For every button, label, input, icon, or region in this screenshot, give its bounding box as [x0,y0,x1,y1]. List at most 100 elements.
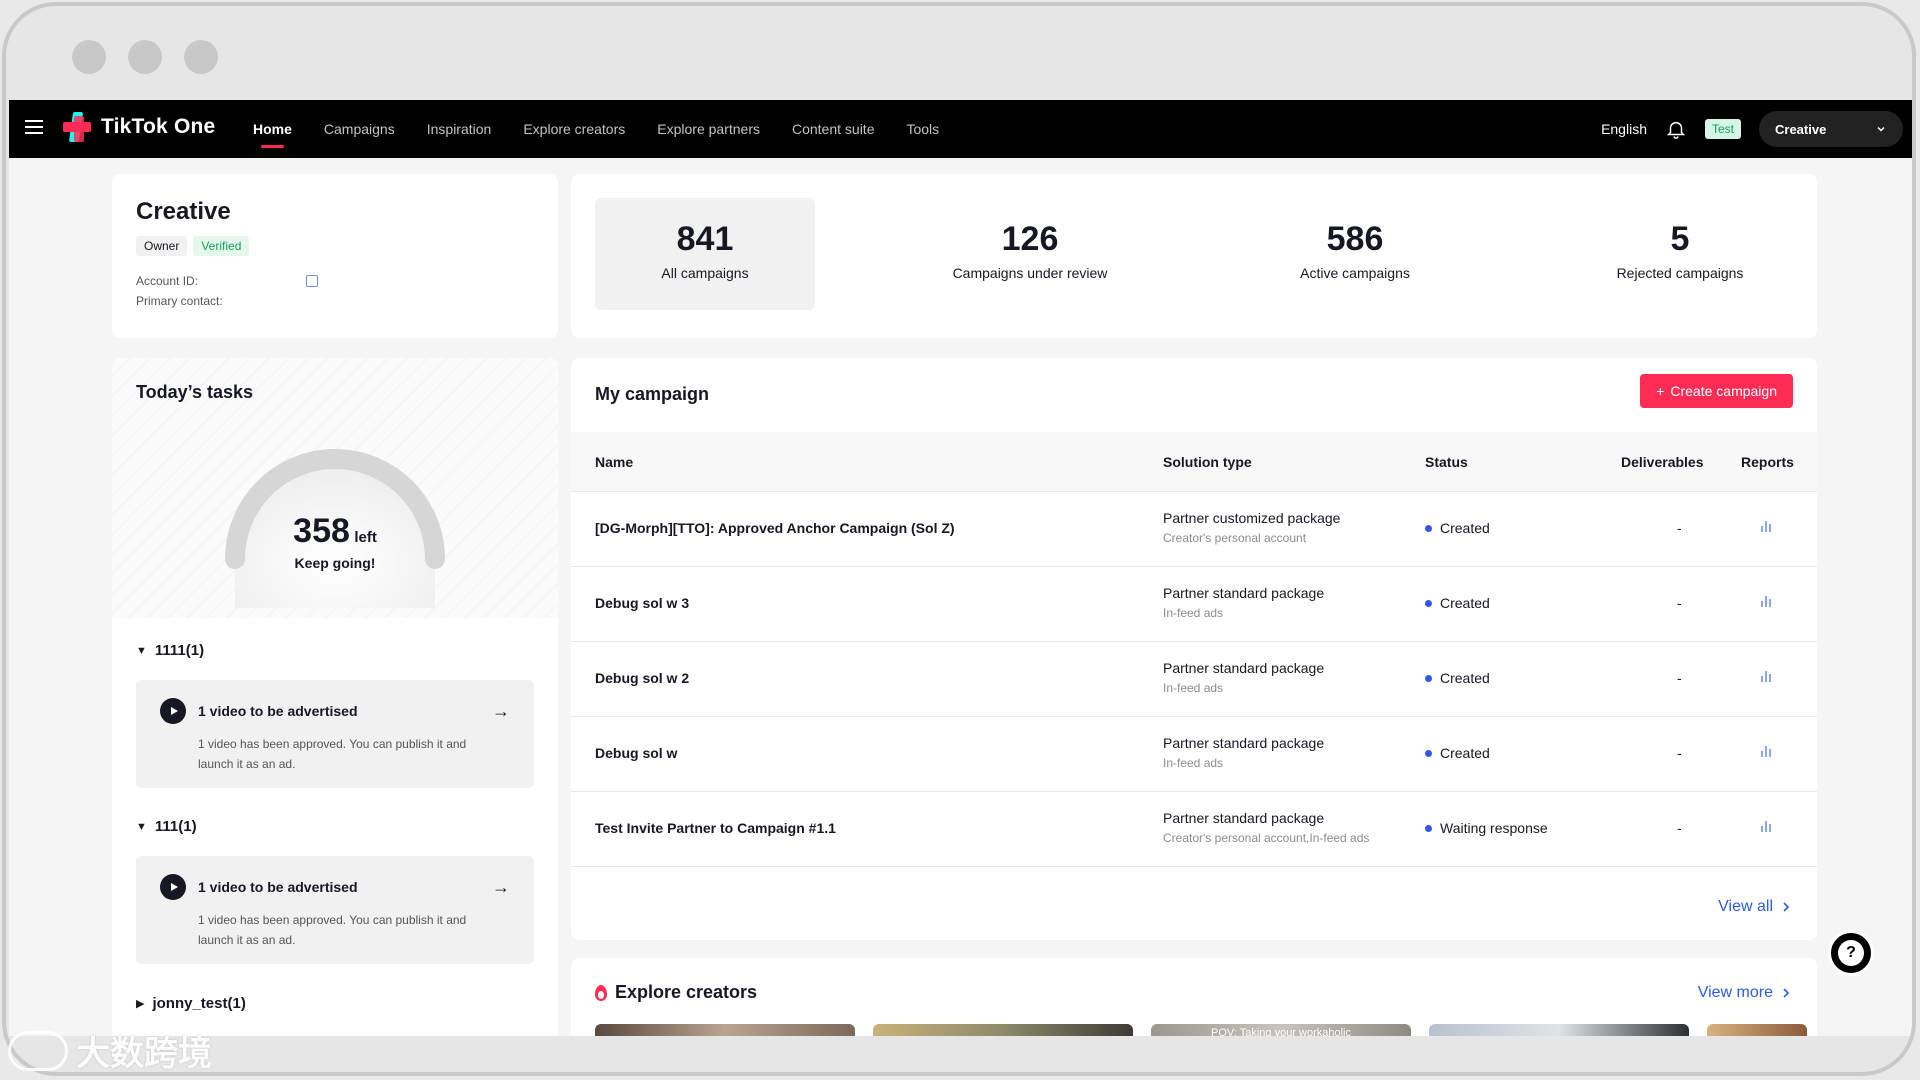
bar-chart-icon[interactable] [1761,595,1773,607]
window-dot[interactable] [128,40,162,74]
app-screen: TikTok One Home Campaigns Inspiration Ex… [9,100,1912,1036]
table-row[interactable]: Debug sol w Partner standard package In-f… [571,717,1817,792]
status-text: Created [1440,520,1490,536]
thumbnail-caption: POV: Taking your workaholic [1210,1027,1351,1036]
table-row[interactable]: Debug sol w 3 Partner standard package In… [571,567,1817,642]
campaign-name[interactable]: Debug sol w 2 [595,670,690,686]
create-campaign-label: Create campaign [1670,383,1777,399]
arrow-right-icon[interactable]: → [492,876,510,897]
nav-tools[interactable]: Tools [906,121,940,137]
task-group-toggle[interactable]: ▼ 1111(1) [136,642,204,659]
campaign-name[interactable]: Test Invite Partner to Campaign #1.1 [595,820,836,836]
bar-chart-icon[interactable] [1761,520,1773,532]
campaign-stats-card: 841 All campaigns 126 Campaigns under re… [571,174,1817,338]
solution-type: Partner customized package [1163,510,1341,526]
fire-icon [595,984,607,1001]
solution-type: Partner standard package [1163,585,1325,601]
task-description: 1 video has been approved. You can publi… [198,737,467,771]
task-group-toggle[interactable]: ▼ 111(1) [136,818,197,835]
creator-thumbnail[interactable] [1429,1024,1689,1036]
nav-campaigns[interactable]: Campaigns [323,121,395,137]
tasks-left-unit: left [354,529,377,546]
question-icon: ? [1838,940,1864,966]
creator-thumbnail[interactable] [595,1024,855,1036]
tiktok-logo-icon [61,110,95,144]
arrow-right-icon[interactable]: → [492,700,510,721]
stat-label: All campaigns [661,265,749,281]
status-text: Created [1440,595,1490,611]
campaign-name[interactable]: Debug sol w 3 [595,595,690,611]
task-group-name: jonny_test(1) [152,995,246,1012]
play-icon [160,874,186,900]
view-more-label: View more [1697,984,1773,1001]
view-all-link[interactable]: View all [1718,898,1791,916]
campaign-name[interactable]: Debug sol w [595,745,678,761]
task-title: 1 video to be advertised [198,703,358,719]
brand-logo[interactable]: TikTok One [61,110,215,144]
col-reports[interactable]: Reports [1741,454,1794,470]
top-navbar: TikTok One Home Campaigns Inspiration Ex… [9,100,1912,158]
task-group-name: 111(1) [154,818,197,835]
solution-subtype: Creator's personal account [1163,531,1307,545]
account-name: Creative [1775,121,1827,137]
window-dot[interactable] [184,40,218,74]
status-text: Created [1440,670,1490,686]
nav-inspiration[interactable]: Inspiration [426,121,492,137]
task-group-toggle[interactable]: ▶ jonny_test(1) [136,995,246,1012]
table-row[interactable]: Debug sol w 2 Partner standard package In… [571,642,1817,717]
stat-all-campaigns[interactable]: 841 All campaigns [595,198,815,310]
solution-subtype: In-feed ads [1163,606,1224,620]
nav-explore-partners[interactable]: Explore partners [657,121,760,137]
language-selector[interactable]: English [1601,121,1647,137]
chevron-right-icon [1783,902,1790,912]
window-dot[interactable] [72,40,106,74]
account-id-label: Account ID: [136,274,199,288]
help-button[interactable]: ? [1828,930,1874,976]
stat-under-review[interactable]: 126 Campaigns under review [920,198,1140,310]
col-deliverables[interactable]: Deliverables [1621,454,1704,470]
todays-tasks-card: Today’s tasks 358 left Keep going! [112,358,558,1036]
bar-chart-icon[interactable] [1761,745,1773,757]
account-dropdown[interactable]: Creative [1759,111,1903,147]
stat-active[interactable]: 586 Active campaigns [1245,198,1465,310]
task-item[interactable]: 1 video to be advertised → 1 video has b… [136,856,534,964]
status-dot [1425,599,1432,607]
brand-name: TikTok One [101,115,216,138]
status-dot [1425,749,1432,757]
chevron-right-icon [1783,988,1790,998]
task-description: 1 video has been approved. You can publi… [198,913,467,947]
creator-thumbnail[interactable] [1707,1024,1807,1036]
nav-explore-creators[interactable]: Explore creators [523,121,626,137]
create-campaign-button[interactable]: + Create campaign [1640,374,1793,408]
deliverables-value: - [1677,670,1682,686]
primary-contact-label: Primary contact: [136,294,223,308]
solution-subtype: Creator's personal account,In-feed ads [1163,831,1370,845]
view-more-link[interactable]: View more [1698,984,1791,1002]
nav-content-suite[interactable]: Content suite [791,121,875,137]
deliverables-value: - [1677,595,1682,611]
stat-rejected[interactable]: 5 Rejected campaigns [1570,198,1790,310]
bar-chart-icon[interactable] [1761,820,1773,832]
bell-icon[interactable] [1665,118,1687,140]
bar-chart-icon[interactable] [1761,670,1773,682]
table-row[interactable]: Test Invite Partner to Campaign #1.1 Par… [571,792,1817,867]
task-item[interactable]: 1 video to be advertised → 1 video has b… [136,680,534,788]
creator-thumbnail[interactable]: POV: Taking your workaholic [1151,1024,1411,1036]
stat-value: 841 [676,220,734,258]
menu-icon[interactable] [25,120,43,136]
col-solution-type[interactable]: Solution type [1163,454,1252,470]
view-all-label: View all [1718,898,1773,915]
col-name[interactable]: Name [595,454,634,470]
col-status[interactable]: Status [1425,454,1468,470]
creator-thumbnail[interactable] [873,1024,1133,1036]
campaign-section-title: My campaign [595,384,710,404]
table-row[interactable]: [DG-Morph][TTO]: Approved Anchor Campaig… [571,492,1817,567]
nav-home[interactable]: Home [253,100,292,158]
copy-icon[interactable] [306,275,319,287]
explore-title: Explore creators [615,982,758,1002]
solution-type: Partner standard package [1163,810,1325,826]
campaign-name[interactable]: [DG-Morph][TTO]: Approved Anchor Campaig… [595,520,955,536]
nav-right: English Test Creative [1601,100,1903,158]
gauge-caption: Keep going! [294,555,376,571]
